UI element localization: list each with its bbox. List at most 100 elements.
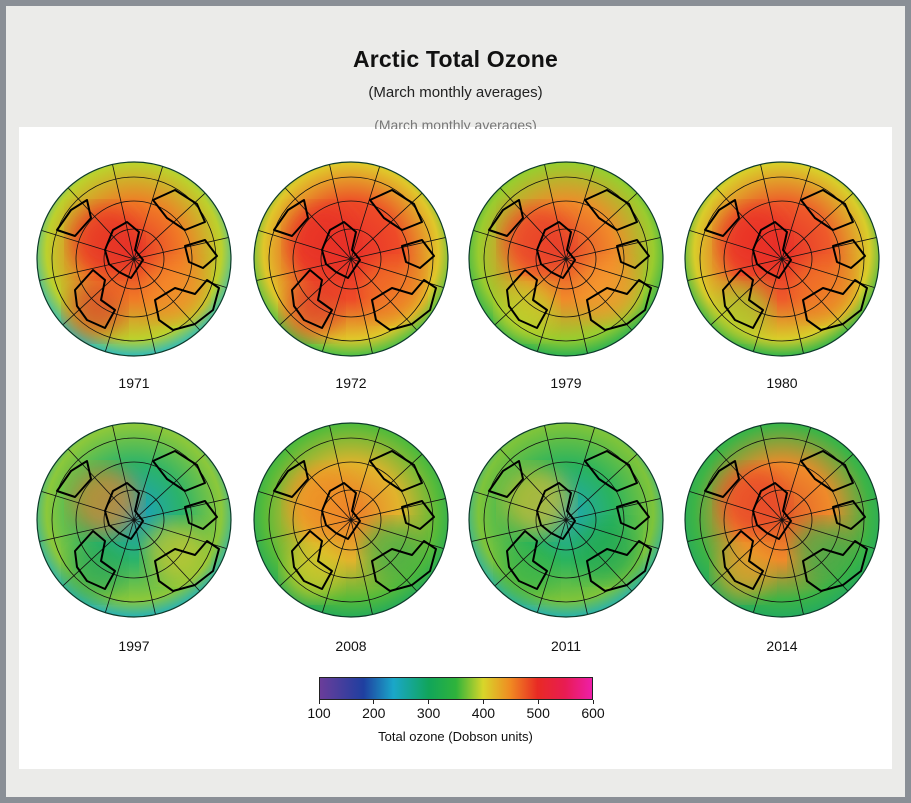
coastline bbox=[752, 482, 792, 540]
meridian-line bbox=[759, 423, 783, 521]
coastline bbox=[401, 500, 435, 530]
coastline bbox=[152, 189, 206, 231]
meridian-line bbox=[328, 423, 352, 521]
meridian-line bbox=[37, 258, 135, 282]
coastline bbox=[704, 199, 740, 237]
meridian-line bbox=[781, 236, 879, 260]
coastline bbox=[722, 269, 764, 329]
coastline bbox=[321, 482, 361, 540]
latitude-ring bbox=[75, 200, 193, 318]
ozone-blotch bbox=[499, 282, 555, 338]
meridian-line bbox=[350, 519, 420, 594]
coastline bbox=[401, 239, 435, 269]
meridian-line bbox=[565, 258, 635, 333]
coastline bbox=[273, 199, 309, 237]
year-label-1997: 1997 bbox=[118, 638, 150, 654]
coastline bbox=[291, 530, 333, 590]
coastline bbox=[832, 500, 866, 530]
coastline bbox=[369, 189, 423, 231]
year-label-2014: 2014 bbox=[766, 638, 798, 654]
meridian-line bbox=[713, 446, 783, 521]
ozone-blotch bbox=[499, 543, 555, 599]
meridian-line bbox=[781, 519, 851, 594]
ozone-blotch bbox=[288, 206, 356, 274]
meridian-line bbox=[133, 258, 157, 356]
figure-title: Arctic Total Ozone bbox=[352, 46, 559, 72]
year-label-1971: 1971 bbox=[118, 375, 150, 391]
coastline bbox=[506, 269, 548, 329]
colorbar-tick-label: 600 bbox=[581, 705, 605, 721]
meridian-line bbox=[328, 162, 352, 260]
meridian-line bbox=[708, 519, 783, 589]
meridian-line bbox=[104, 258, 135, 355]
meridian-line bbox=[565, 519, 635, 594]
globe-edge bbox=[253, 422, 449, 618]
coastline bbox=[104, 482, 144, 540]
coastline bbox=[184, 500, 218, 530]
ozone-blotch bbox=[715, 282, 771, 338]
coastline bbox=[616, 500, 650, 530]
meridian-line bbox=[38, 229, 135, 260]
coastline bbox=[488, 199, 524, 237]
coastline bbox=[371, 540, 437, 592]
meridian-line bbox=[685, 519, 783, 543]
meridian-line bbox=[133, 236, 231, 260]
ozone-blotch bbox=[503, 206, 571, 274]
meridian-line bbox=[321, 519, 352, 616]
ozone-map-2014 bbox=[683, 421, 881, 619]
latitude-ring bbox=[292, 200, 410, 318]
meridian-line bbox=[350, 497, 448, 521]
meridian-line bbox=[565, 163, 596, 260]
meridian-line bbox=[565, 497, 663, 521]
meridian-line bbox=[536, 519, 567, 616]
coastline bbox=[273, 460, 309, 498]
meridian-line bbox=[65, 446, 135, 521]
meridian-line bbox=[492, 519, 567, 589]
meridian-line bbox=[133, 163, 164, 260]
ozone-map-1997 bbox=[35, 421, 233, 619]
meridian-line bbox=[350, 258, 420, 333]
colorbar-tick-mark bbox=[428, 700, 430, 704]
meridian-line bbox=[543, 423, 567, 521]
meridian-line bbox=[781, 424, 812, 521]
meridian-line bbox=[470, 229, 567, 260]
coastline bbox=[369, 450, 423, 492]
coastline bbox=[74, 530, 116, 590]
latitude-ring bbox=[507, 461, 625, 579]
meridian-line bbox=[685, 258, 783, 282]
colorbar-tick-label: 500 bbox=[526, 705, 550, 721]
latitude-ring bbox=[723, 200, 841, 318]
meridian-line bbox=[565, 519, 589, 617]
ozone-blotch bbox=[67, 282, 123, 338]
meridian-line bbox=[60, 258, 135, 328]
coastline bbox=[802, 279, 868, 331]
year-label-1979: 1979 bbox=[550, 375, 582, 391]
meridian-line bbox=[543, 162, 567, 260]
coastline bbox=[152, 450, 206, 492]
ozone-blotch bbox=[362, 521, 422, 581]
ozone-map-1971 bbox=[35, 160, 233, 358]
meridian-line bbox=[752, 258, 783, 355]
meridian-line bbox=[350, 163, 381, 260]
latitude-ring bbox=[268, 176, 434, 342]
colorbar-tick-mark bbox=[318, 700, 320, 704]
coastline bbox=[722, 530, 764, 590]
meridian-line bbox=[350, 258, 374, 356]
coastline bbox=[752, 221, 792, 279]
ozone-map-2008 bbox=[252, 421, 450, 619]
globe-edge bbox=[36, 422, 232, 618]
colorbar-tick-label: 300 bbox=[416, 705, 441, 721]
ozone-blotch bbox=[577, 260, 637, 320]
meridian-line bbox=[104, 519, 135, 616]
coastline bbox=[584, 450, 638, 492]
meridian-line bbox=[277, 258, 352, 328]
ozone-map-2011 bbox=[467, 421, 665, 619]
year-label-2011: 2011 bbox=[550, 638, 582, 654]
ozone-blotch bbox=[284, 543, 340, 599]
meridian-line bbox=[565, 258, 589, 356]
globe-edge bbox=[684, 422, 880, 618]
globe-edge bbox=[253, 161, 449, 357]
ozone-blotch bbox=[793, 260, 853, 320]
meridian-line bbox=[282, 185, 352, 260]
colorbar-label: Total ozone (Dobson units) bbox=[378, 729, 533, 744]
